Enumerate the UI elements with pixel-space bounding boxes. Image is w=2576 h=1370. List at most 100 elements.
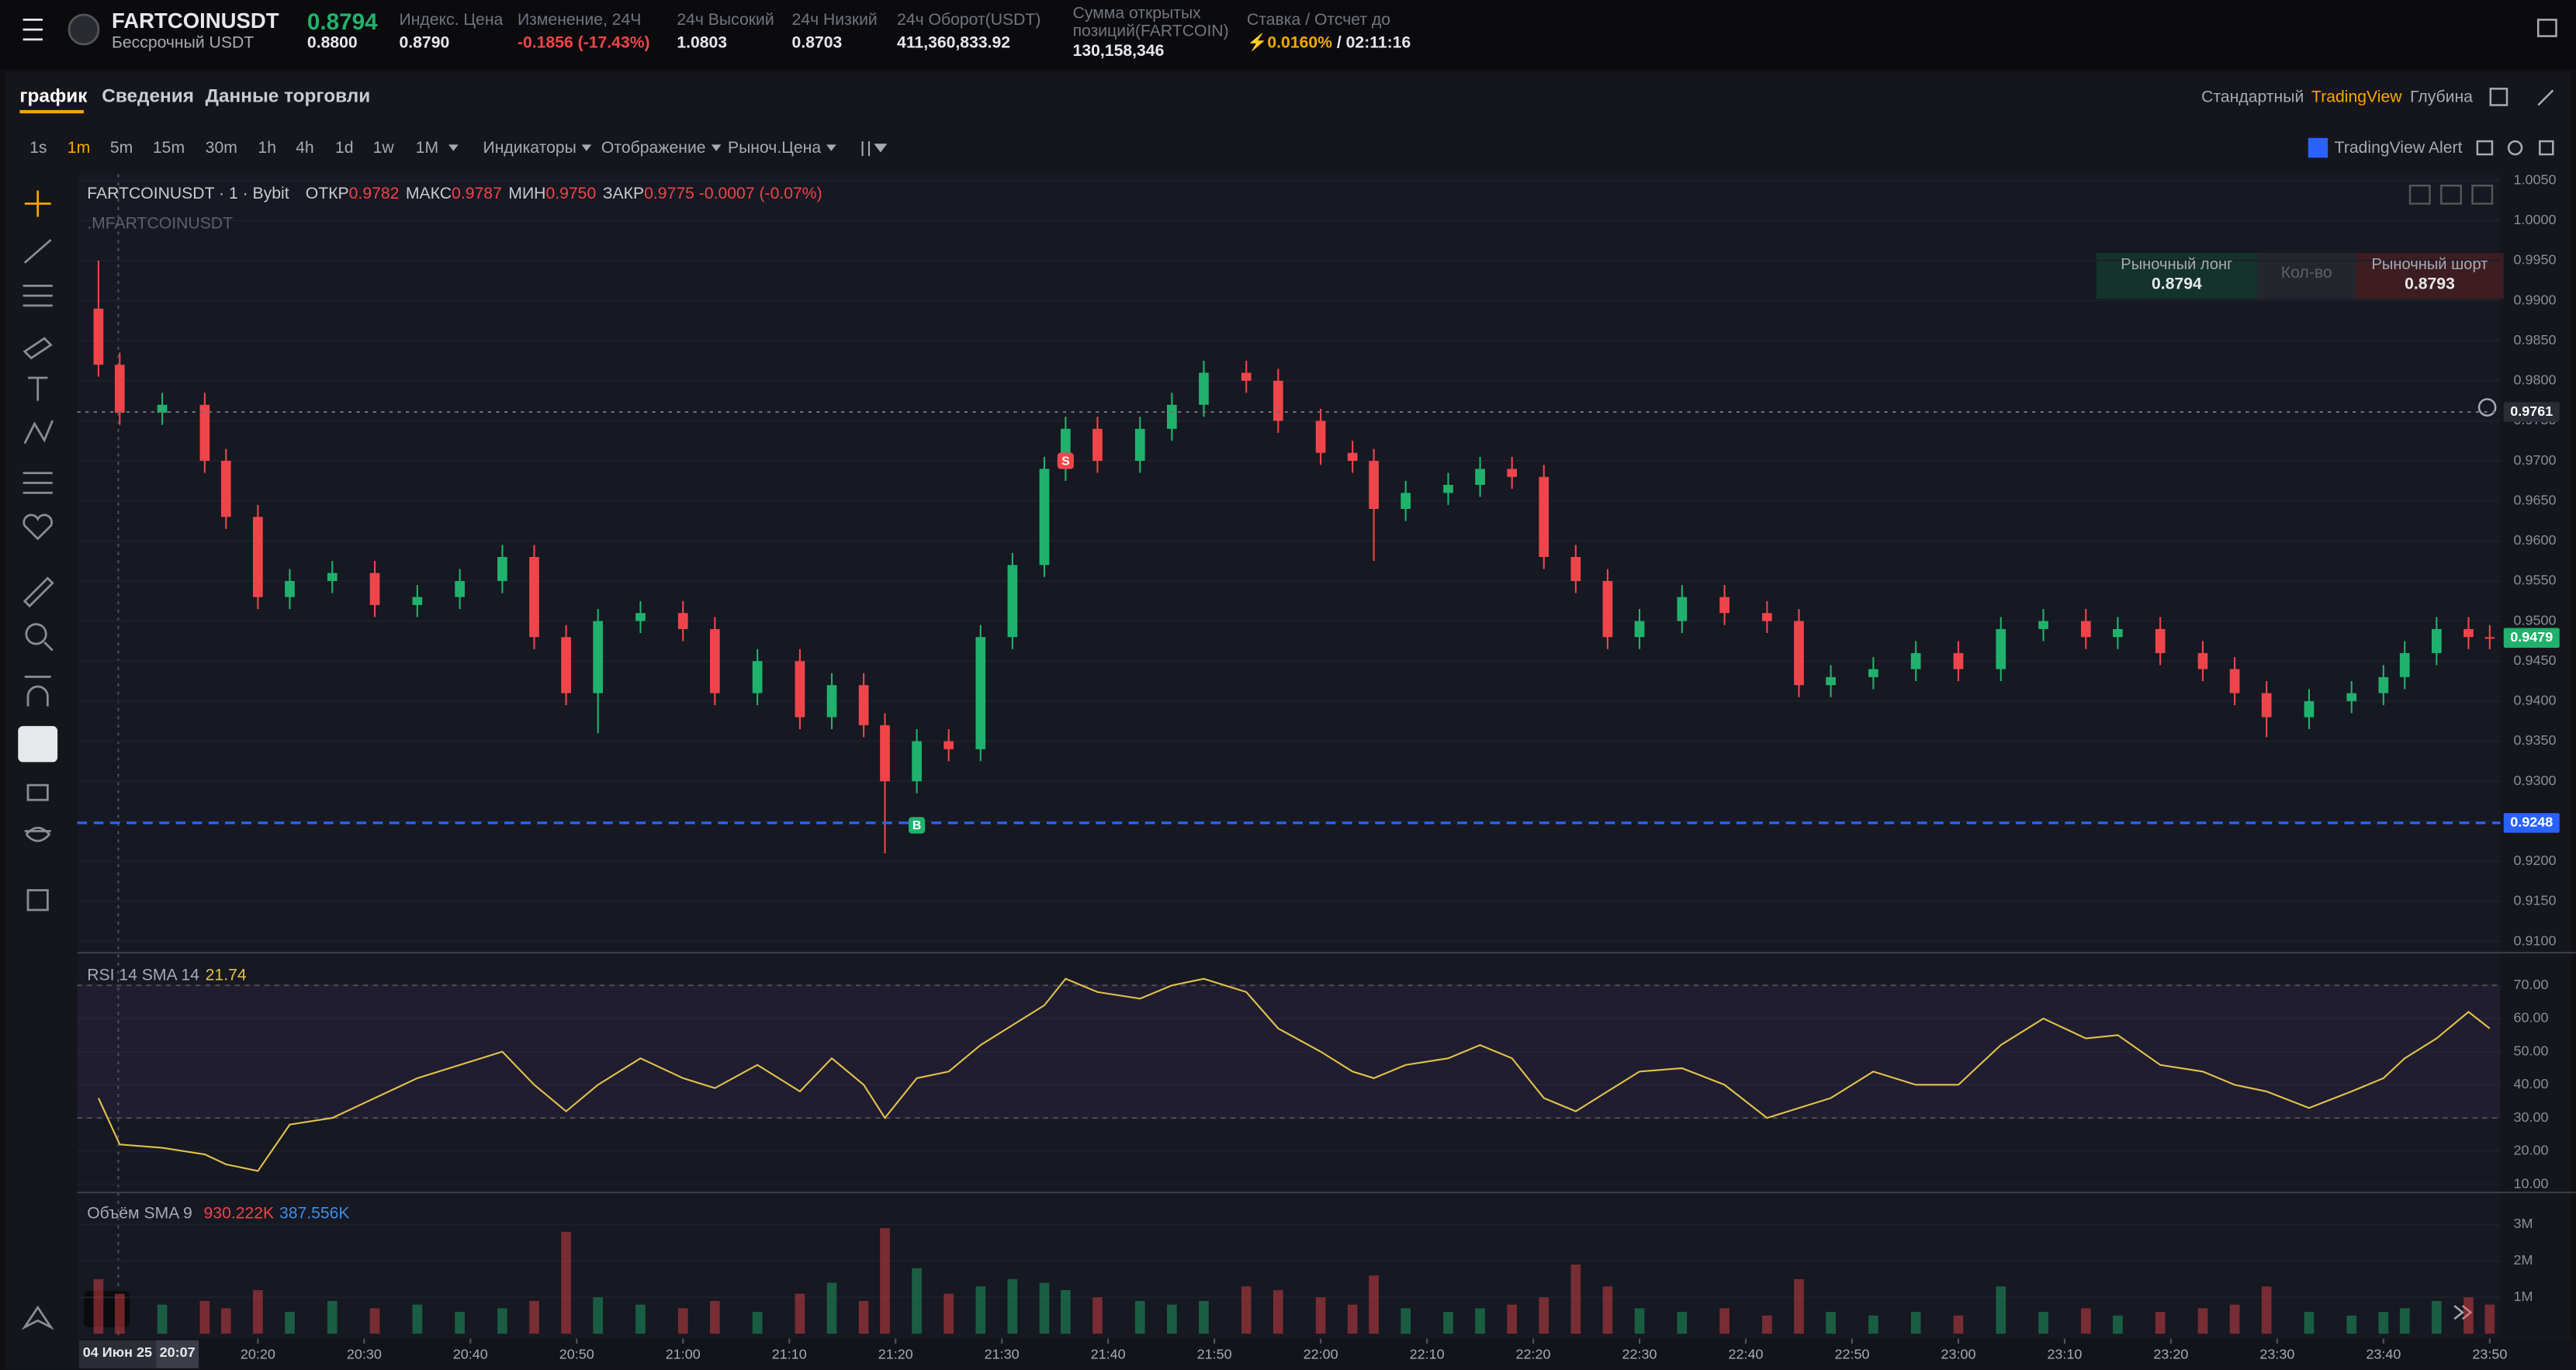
view-tab[interactable]: Стандартный <box>2201 88 2304 107</box>
volume-bar <box>2378 1312 2389 1334</box>
interval[interactable]: 1w <box>372 139 394 158</box>
tab[interactable]: график <box>19 87 88 107</box>
rsi-legend: RSI 14 SMA 14 <box>87 966 199 984</box>
candle-body <box>593 621 604 694</box>
legend-label: МАКС <box>405 185 452 204</box>
short-price[interactable]: 0.8793 <box>2405 275 2455 294</box>
candle-body <box>529 556 539 638</box>
plot-bg <box>77 174 2501 1339</box>
menu[interactable]: Индикаторы <box>483 139 576 158</box>
tab[interactable]: Сведения <box>102 87 194 107</box>
trade-marker-label: S <box>1061 455 1070 468</box>
volume-bar <box>2229 1304 2240 1334</box>
volume-legend-value: 387.556K <box>279 1204 350 1222</box>
candle-body <box>1007 565 1018 638</box>
alert-button[interactable]: TradingView Alert <box>2334 139 2463 158</box>
tab[interactable]: Данные торговли <box>205 87 371 107</box>
x-tick-label: 21:10 <box>772 1347 807 1362</box>
candle-body <box>1570 556 1581 581</box>
price-label-bg <box>2503 813 2560 833</box>
interval[interactable]: 30m <box>205 139 237 158</box>
interval[interactable]: 1m <box>67 139 91 158</box>
volume-bar <box>497 1308 507 1334</box>
y-tick-label: 0.9950 <box>2513 252 2556 268</box>
x-tick-label: 20:30 <box>347 1347 382 1362</box>
x-tick-label: 21:30 <box>985 1347 1020 1362</box>
mark-price: 0.8800 <box>306 34 358 53</box>
volume-bar <box>327 1301 338 1334</box>
interval[interactable]: 1d <box>334 139 354 158</box>
volume-bar <box>1539 1297 1549 1334</box>
volume-bar <box>826 1282 837 1334</box>
candle-body <box>2463 628 2474 638</box>
long-price[interactable]: 0.8794 <box>2152 275 2202 294</box>
candle-body <box>1868 669 1878 677</box>
volume-bar <box>199 1301 210 1334</box>
funding-countdown: / 02:11:16 <box>1336 34 1411 53</box>
candle-body <box>858 685 869 725</box>
interval[interactable]: 15m <box>152 139 185 158</box>
interval[interactable]: 1h <box>258 139 276 158</box>
candle-body <box>1347 452 1358 462</box>
interval[interactable]: 1s <box>29 139 47 158</box>
volume-bar <box>1719 1308 1729 1334</box>
stat-label: Индекс. Цена <box>399 11 504 30</box>
short-label[interactable]: Рыночный шорт <box>2371 256 2488 275</box>
candle-body <box>2197 652 2208 669</box>
legend-label: ЗАКР <box>602 185 645 204</box>
candle-body <box>220 461 231 517</box>
candle-body <box>93 308 104 365</box>
view-tab[interactable]: TradingView <box>2311 88 2402 107</box>
volume-bar <box>1507 1304 1518 1334</box>
volume-bar <box>2038 1312 2048 1334</box>
interval[interactable]: 4h <box>296 139 314 158</box>
left-toolbar[interactable] <box>18 13 100 1330</box>
long-label[interactable]: Рыночный лонг <box>2121 256 2233 275</box>
crosshair-time-bg <box>156 1340 199 1368</box>
x-tick-label: 20:50 <box>559 1347 594 1362</box>
top-right-icons[interactable] <box>2308 19 2557 1320</box>
candle-body <box>497 556 507 581</box>
y-tick-label: 0.9900 <box>2513 292 2556 307</box>
candle-body <box>1166 404 1177 429</box>
volume-bar <box>2197 1308 2208 1334</box>
menu[interactable]: Рыноч.Цена <box>727 139 822 158</box>
volume-bar <box>1826 1312 1836 1334</box>
y-tick-label: 0.9300 <box>2513 773 2556 788</box>
volume-bar <box>2155 1312 2166 1334</box>
tv-logo[interactable] <box>83 1291 130 1327</box>
volume-bar <box>1570 1264 1581 1334</box>
symbol[interactable]: FARTCOINUSDT <box>111 8 279 33</box>
legend-label: ОТКР <box>305 185 349 204</box>
menu[interactable]: Отображение <box>601 139 706 158</box>
candle-body <box>1199 372 1209 405</box>
candle-body <box>1762 613 1772 621</box>
candle-body <box>1996 628 2006 669</box>
candle-body <box>975 637 986 749</box>
stat-value: 411,360,833.92 <box>897 34 1011 53</box>
y-tick-label: 0.9200 <box>2513 853 2556 868</box>
candle-body <box>1507 469 1518 477</box>
x-tick-label: 21:40 <box>1091 1347 1126 1362</box>
mark-series: .MFARTCOINUSDT <box>87 215 234 234</box>
candle-body <box>157 404 168 413</box>
view-tab[interactable]: Глубина <box>2410 88 2473 107</box>
candle-body <box>2399 652 2410 677</box>
y-tick-label: 20.00 <box>2513 1143 2548 1158</box>
x-tick-label: 23:10 <box>2047 1347 2082 1362</box>
interval[interactable]: 1M <box>415 139 439 158</box>
y-tick-label: 0.9400 <box>2513 693 2556 708</box>
volume-bar <box>1762 1315 1772 1334</box>
volume-bar <box>943 1293 954 1334</box>
volume-bar <box>2399 1308 2410 1334</box>
candle-body <box>561 637 571 694</box>
y-tick-label: 3M <box>2513 1216 2533 1231</box>
candle-body <box>710 628 720 694</box>
qty-placeholder[interactable]: Кол-во <box>2280 264 2332 283</box>
interval[interactable]: 5m <box>109 139 133 158</box>
candle-body <box>2484 637 2495 639</box>
candle-body <box>253 517 263 597</box>
stat-value: 130,158,346 <box>1072 43 1165 61</box>
y-tick-label: 60.00 <box>2513 1010 2548 1026</box>
